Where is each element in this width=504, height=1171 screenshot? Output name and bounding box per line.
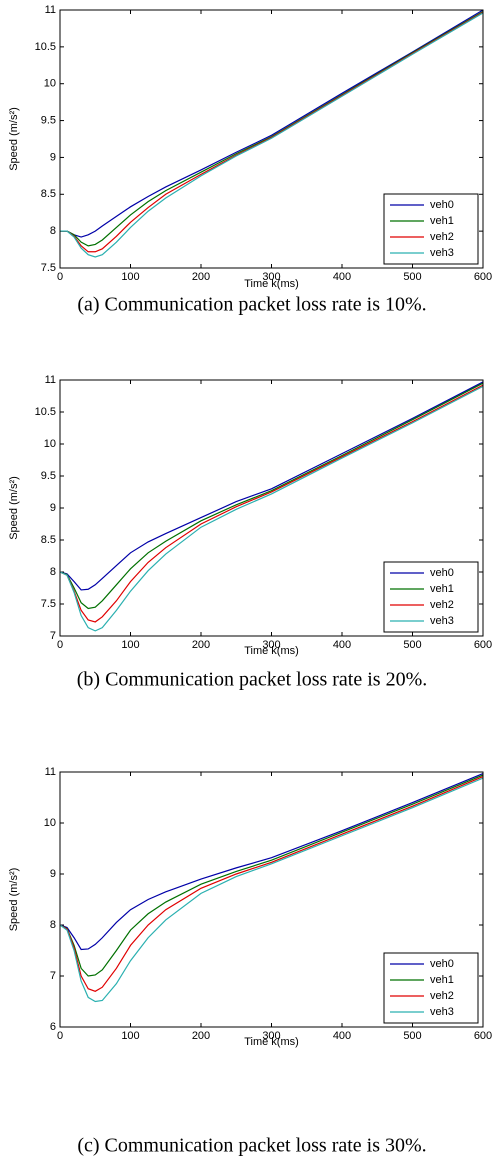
legend-label: veh2 — [430, 231, 454, 243]
y-tick-label: 9.5 — [41, 470, 56, 482]
legend-box — [383, 952, 479, 1024]
x-tick-label: 200 — [192, 639, 210, 651]
y-tick-label: 7 — [50, 970, 56, 982]
x-tick-label: 400 — [333, 1030, 351, 1042]
y-tick-label: 9 — [50, 502, 56, 514]
y-tick-label: 11 — [45, 4, 56, 16]
x-tick-label: 600 — [474, 1030, 492, 1042]
x-tick-label: 200 — [192, 1030, 210, 1042]
series-line — [59, 777, 484, 1003]
x-tick-label: 100 — [121, 271, 139, 283]
y-axis-label: Speed (m/s²) — [8, 107, 20, 171]
y-tick-label: 9 — [50, 151, 56, 163]
y-tick-label: 9 — [50, 868, 56, 880]
x-axis-label: Time k(ms) — [244, 278, 299, 290]
x-tick-label: 600 — [474, 639, 492, 651]
legend-label: veh3 — [430, 1006, 454, 1018]
series-line — [60, 9, 484, 238]
x-tick-label: 400 — [333, 639, 351, 651]
y-tick-label: 10 — [44, 78, 56, 90]
x-tick-label: 600 — [474, 271, 492, 283]
legend-label: veh1 — [430, 583, 454, 595]
y-tick-label: 6 — [50, 1021, 56, 1033]
y-tick-label: 8.5 — [41, 188, 56, 200]
series-line — [59, 776, 484, 992]
legend-label: veh2 — [430, 599, 454, 611]
legend-label: veh2 — [430, 990, 454, 1002]
x-axis-label: Time k(ms) — [244, 1036, 299, 1048]
legend-label: veh0 — [430, 199, 454, 211]
x-tick-label: 500 — [403, 271, 421, 283]
x-tick-label: 200 — [192, 271, 210, 283]
plot-frame — [59, 771, 484, 1028]
legend-box — [383, 193, 479, 265]
x-tick-label: 500 — [403, 639, 421, 651]
y-tick-label: 8.5 — [41, 534, 56, 546]
series-line — [59, 381, 484, 591]
y-tick-label: 10 — [44, 817, 56, 829]
x-tick-label: 100 — [121, 639, 139, 651]
y-tick-label: 8 — [50, 566, 56, 578]
y-tick-label: 10.5 — [35, 406, 56, 418]
y-tick-label: 9.5 — [41, 114, 56, 126]
y-axis-label: Speed (m/s²) — [8, 868, 20, 932]
x-tick-label: 300 — [262, 271, 280, 283]
y-axis-label: Speed (m/s²) — [8, 476, 20, 540]
legend-label: veh1 — [430, 974, 454, 986]
caption: (a) Communication packet loss rate is 10… — [77, 294, 426, 316]
plot-frame — [59, 379, 484, 637]
x-tick-label: 300 — [262, 639, 280, 651]
series-line — [59, 382, 484, 610]
x-tick-label: 400 — [333, 271, 351, 283]
plot-frame — [59, 9, 484, 269]
y-tick-label: 11 — [45, 766, 56, 778]
series-line — [60, 11, 484, 253]
x-tick-label: 0 — [57, 1030, 63, 1042]
x-tick-label: 500 — [403, 1030, 421, 1042]
y-tick-label: 11 — [45, 374, 56, 386]
legend-label: veh0 — [430, 567, 454, 579]
caption: (c) Communication packet loss rate is 30… — [77, 1135, 426, 1157]
y-tick-label: 8 — [50, 919, 56, 931]
legend-label: veh3 — [430, 615, 454, 627]
legend-label: veh0 — [430, 958, 454, 970]
legend-box — [383, 561, 479, 633]
y-tick-label: 8 — [50, 225, 56, 237]
series-line — [59, 774, 484, 977]
series-line — [59, 385, 484, 632]
series-line — [59, 772, 484, 951]
y-tick-label: 10 — [44, 438, 56, 450]
x-tick-label: 0 — [57, 639, 63, 651]
legend-label: veh1 — [430, 215, 454, 227]
series-line — [60, 10, 484, 247]
x-tick-label: 0 — [57, 271, 63, 283]
y-tick-label: 7.5 — [41, 262, 56, 274]
caption: (b) Communication packet loss rate is 20… — [77, 669, 427, 691]
y-tick-label: 7.5 — [41, 598, 56, 610]
y-tick-label: 7 — [50, 630, 56, 642]
series-line — [59, 384, 484, 623]
legend-label: veh3 — [430, 247, 454, 259]
series-line — [60, 12, 484, 258]
y-tick-label: 10.5 — [35, 41, 56, 53]
x-tick-label: 300 — [262, 1030, 280, 1042]
x-tick-label: 100 — [121, 1030, 139, 1042]
x-axis-label: Time k(ms) — [244, 645, 299, 657]
